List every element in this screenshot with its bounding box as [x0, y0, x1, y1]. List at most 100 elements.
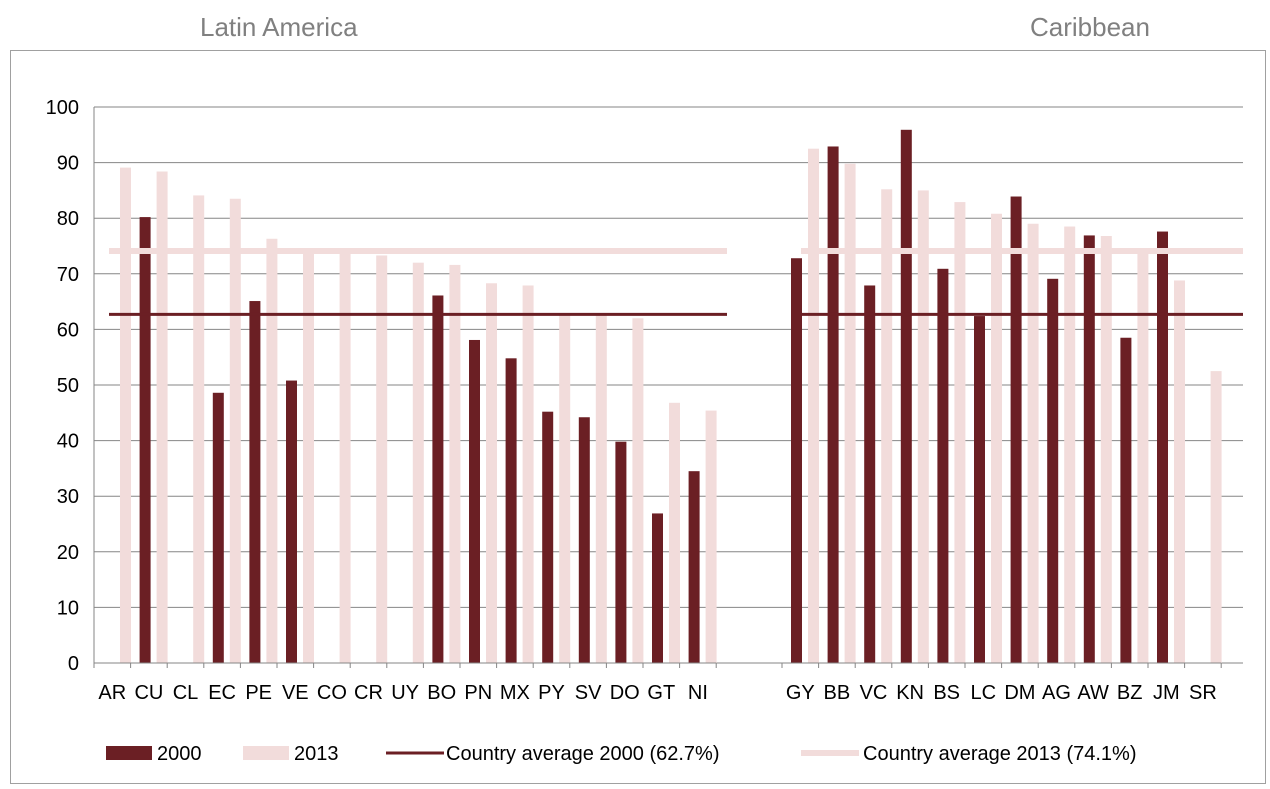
bar-2013-NI	[705, 410, 717, 663]
x-tick-label-DM: DM	[1004, 682, 1035, 704]
bar-2013-SR	[1210, 371, 1222, 663]
y-tick-label: 10	[57, 597, 79, 619]
y-tick-label: 90	[57, 153, 79, 175]
bar-2000-CU	[139, 217, 151, 663]
y-tick-label: 100	[46, 97, 79, 119]
y-tick-label: 60	[57, 319, 79, 341]
bar-2013-MX	[522, 285, 534, 663]
x-tick-label-JM: JM	[1153, 682, 1180, 704]
bar-2013-DO	[632, 318, 644, 663]
y-tick-label: 0	[68, 653, 79, 675]
x-tick-label-VC: VC	[860, 682, 888, 704]
bar-2013-SV	[595, 314, 607, 663]
bar-2013-PN	[486, 283, 497, 663]
bar-2000-GT	[652, 513, 663, 663]
x-tick-label-CL: CL	[173, 682, 199, 704]
bar-2000-KN	[900, 129, 912, 663]
x-tick-label-PN: PN	[464, 682, 492, 704]
bar-2013-CL	[193, 195, 205, 664]
y-tick-label: 40	[57, 431, 79, 453]
bar-2000-PN	[469, 339, 480, 663]
x-tick-label-PE: PE	[245, 682, 272, 704]
bar-2000-BO	[432, 295, 444, 663]
bar-2013-DM	[1027, 223, 1039, 663]
bar-2013-CO	[339, 251, 351, 663]
bar-chart: 0 10 20 30 40 50 60 70 80 90 100 AR CU CL EC PE VE CO CR UY…	[46, 97, 1243, 765]
bar-2000-SV	[578, 417, 590, 663]
x-tick-label-CR: CR	[354, 682, 383, 704]
bar-2000-BS	[937, 268, 949, 663]
x-tick-label-DO: DO	[610, 682, 640, 704]
bar-2013-PY	[559, 314, 571, 663]
x-tick-label-AG: AG	[1042, 682, 1071, 704]
x-tick-label-BS: BS	[933, 682, 960, 704]
x-tick-label-PY: PY	[538, 682, 565, 704]
x-tick-label-GT: GT	[647, 682, 675, 704]
bar-2013-PE	[266, 238, 278, 663]
x-tick-label-AR: AR	[98, 682, 126, 704]
x-tick-label-CU: CU	[134, 682, 163, 704]
bar-2000-PY	[542, 411, 554, 663]
bar-2013-VE	[303, 248, 314, 663]
y-tick-label: 20	[57, 542, 79, 564]
bar-2013-BB	[844, 163, 856, 663]
bar-2013-CU	[156, 171, 168, 663]
legend-label: Country average 2013 (74.1%)	[863, 743, 1137, 765]
bar-2013-BZ	[1137, 251, 1149, 663]
x-tick-label-BO: BO	[427, 682, 456, 704]
y-tick-label: 80	[57, 208, 79, 230]
x-tick-label-SV: SV	[575, 682, 602, 704]
legend-swatch	[106, 746, 152, 760]
chart-frame: 0 10 20 30 40 50 60 70 80 90 100 AR CU CL EC PE VE CO CR UY…	[10, 50, 1266, 784]
legend-label: 2013	[294, 743, 339, 765]
x-tick-label-LC: LC	[971, 682, 997, 704]
bar-2013-JM	[1174, 280, 1185, 663]
bar-2000-MX	[505, 358, 517, 663]
bar-2013-AG	[1064, 226, 1076, 664]
bar-2013-BS	[954, 202, 966, 664]
bar-2000-EC	[212, 392, 224, 663]
bar-2000-AW	[1083, 235, 1095, 663]
bar-2000-VC	[864, 285, 876, 663]
x-tick-label-SR: SR	[1189, 682, 1217, 704]
bar-2000-DO	[615, 441, 627, 663]
bar-2013-LC	[991, 213, 1002, 663]
bar-2000-LC	[974, 316, 985, 663]
bar-2013-GT	[669, 402, 680, 663]
legend-label: Country average 2000 (62.7%)	[446, 743, 720, 765]
bar-2013-VC	[881, 189, 893, 663]
bar-2013-CR	[376, 255, 388, 663]
x-tick-label-AW: AW	[1077, 682, 1109, 704]
bar-2013-KN	[917, 190, 929, 663]
y-tick-label: 70	[57, 264, 79, 286]
y-tick-label: 50	[57, 375, 79, 397]
region-title-latin-america: Latin America	[200, 12, 358, 42]
region-title-caribbean: Caribbean	[1030, 12, 1150, 42]
bar-2000-DM	[1010, 196, 1022, 664]
x-tick-label-EC: EC	[208, 682, 236, 704]
bar-2000-NI	[688, 471, 700, 663]
legend-swatch	[243, 746, 289, 760]
x-tick-label-VE: VE	[282, 682, 309, 704]
bar-2013-UY	[412, 262, 424, 663]
bar-2000-VE	[286, 380, 297, 663]
y-tick-label: 30	[57, 486, 79, 508]
x-tick-label-CO: CO	[317, 682, 347, 704]
bar-2013-EC	[229, 198, 241, 664]
x-tick-label-NI: NI	[688, 682, 708, 704]
x-tick-label-GY: GY	[786, 682, 815, 704]
bar-2000-JM	[1157, 231, 1168, 663]
x-tick-label-MX: MX	[500, 682, 530, 704]
bar-2013-GY	[808, 148, 819, 663]
legend-label: 2000	[157, 743, 202, 765]
x-tick-label-UY: UY	[391, 682, 419, 704]
x-tick-label-KN: KN	[896, 682, 924, 704]
x-tick-label-BB: BB	[824, 682, 851, 704]
bar-2013-AR	[120, 167, 131, 663]
bar-2000-GY	[791, 258, 802, 663]
bar-2013-AW	[1100, 235, 1112, 663]
bar-2000-BZ	[1120, 337, 1132, 663]
bar-2000-BB	[827, 146, 839, 663]
bar-2013-BO	[449, 264, 461, 663]
bar-2000-AG	[1047, 278, 1059, 663]
